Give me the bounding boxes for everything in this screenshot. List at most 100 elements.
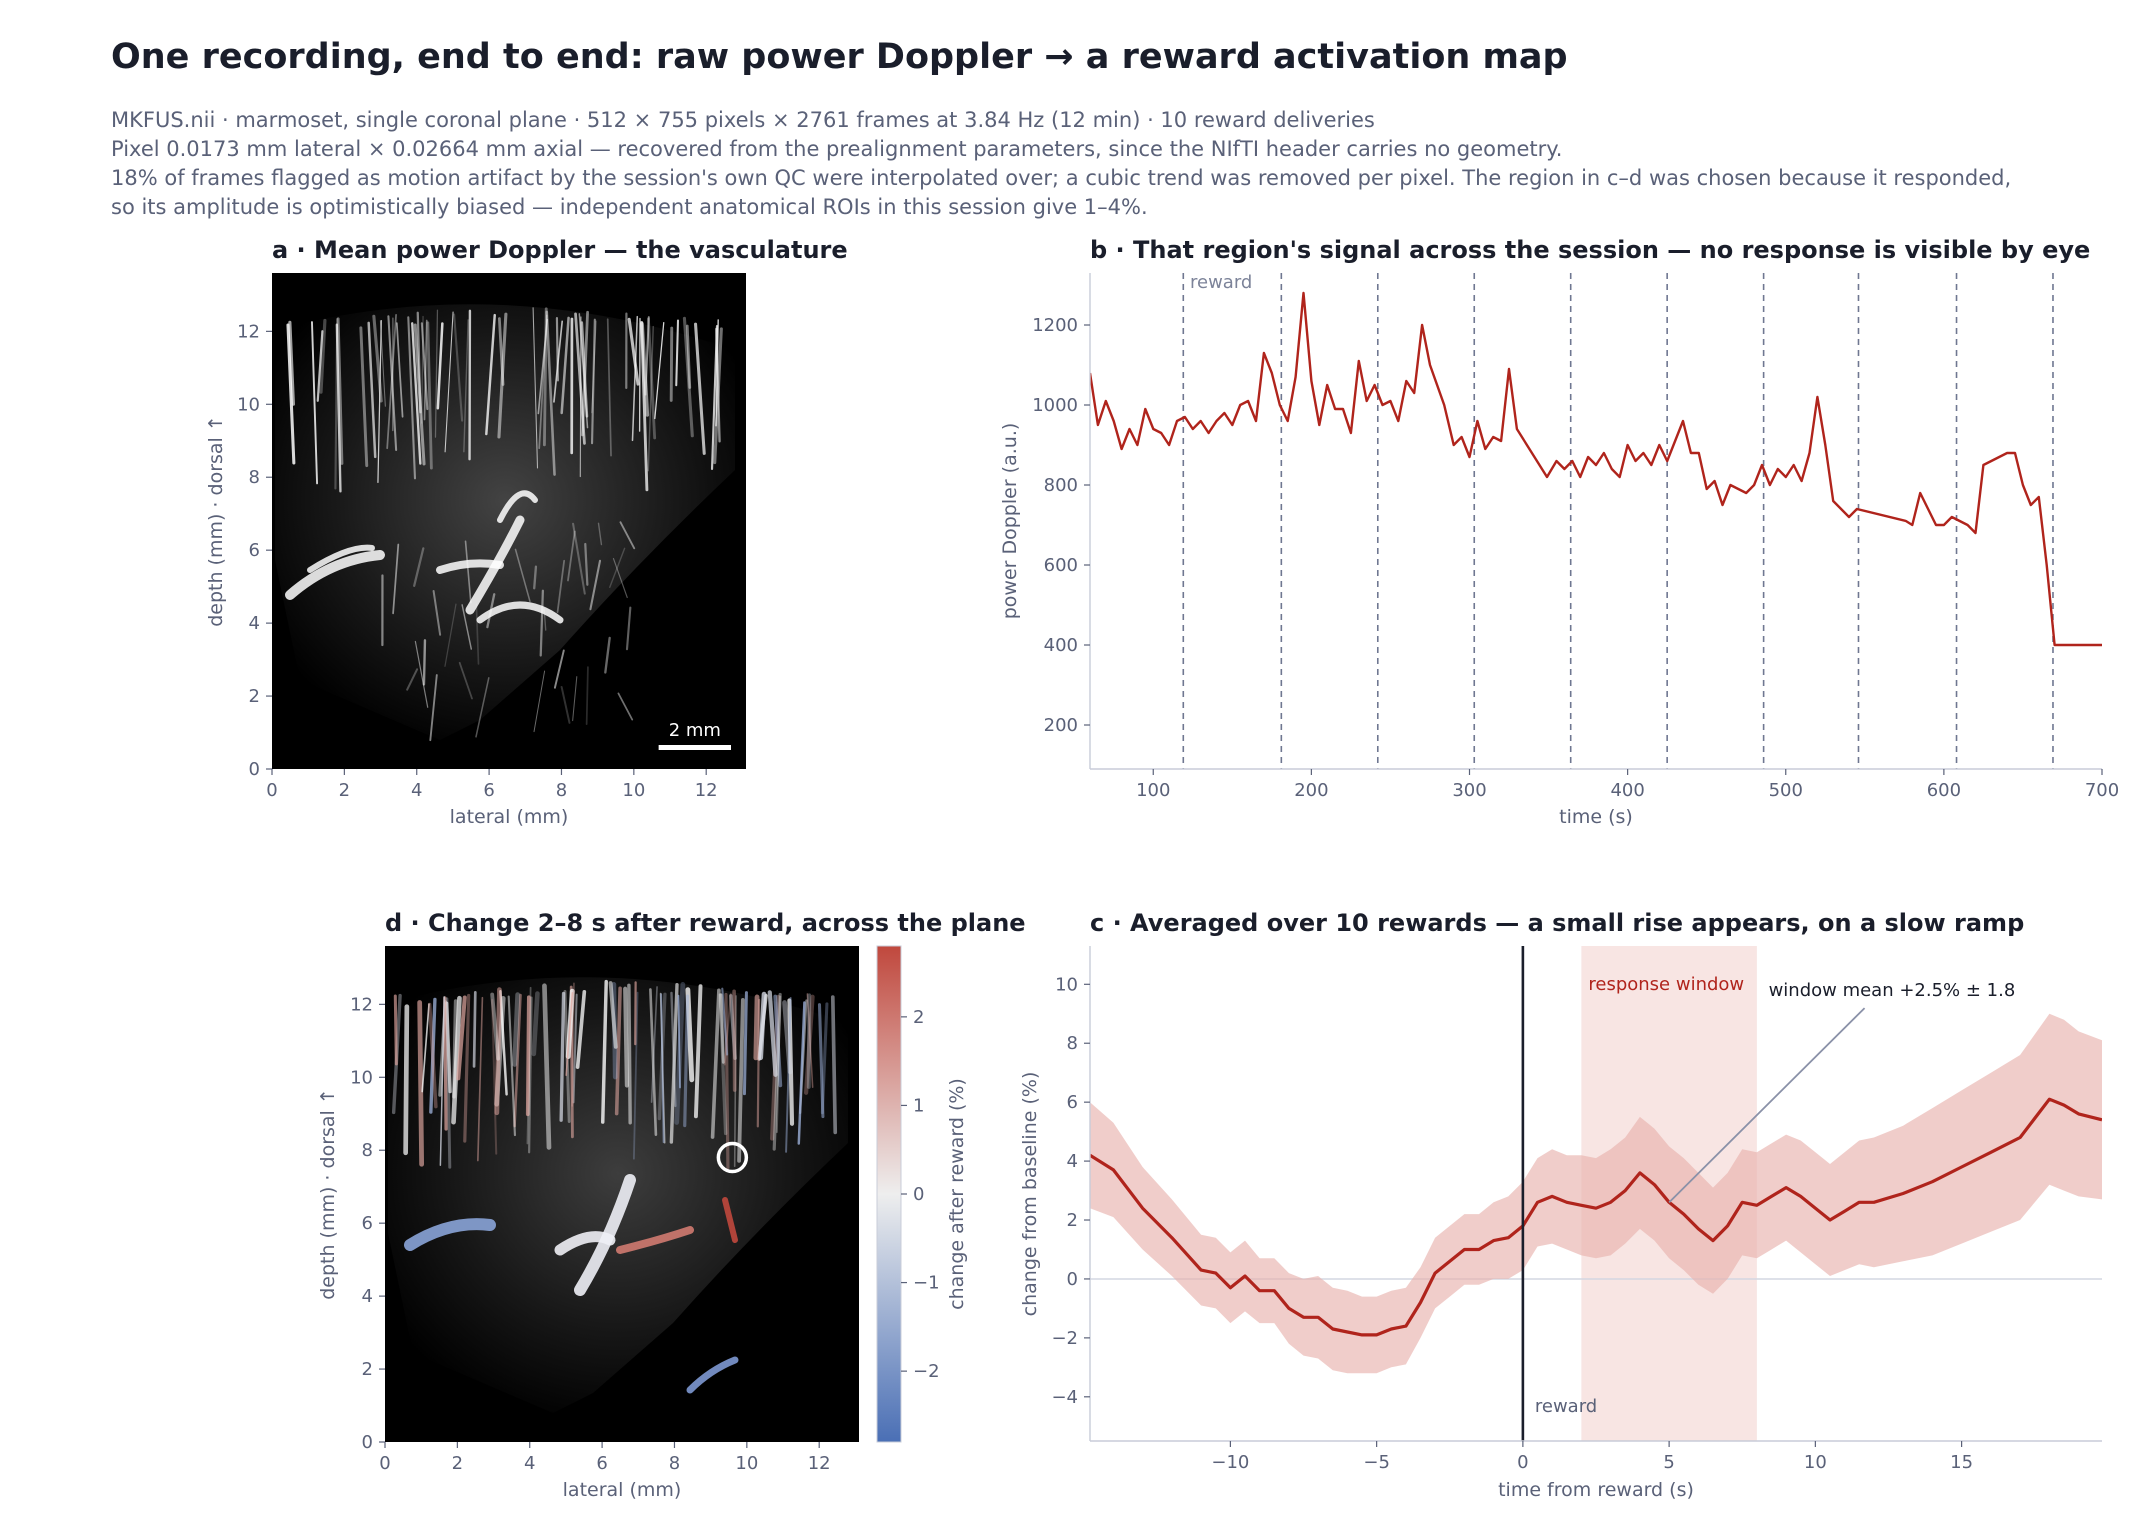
- cortical-vessel: [372, 314, 383, 403]
- panel-a-scalebar: 2 mm: [658, 720, 731, 750]
- activation-streak: [773, 994, 783, 1088]
- cortical-vessel: [336, 317, 344, 465]
- activation-streak: [443, 996, 448, 1131]
- fine-vessel: [406, 668, 419, 691]
- cortical-vessel: [675, 319, 680, 387]
- cortical-vessel: [485, 313, 496, 436]
- y-tick-label: −2: [1051, 1328, 1078, 1349]
- fine-vessel: [413, 547, 425, 587]
- cortical-vessel: [606, 318, 612, 457]
- y-tick-label: 2: [362, 1359, 373, 1380]
- cortical-vessel: [413, 323, 426, 466]
- activation-streak: [685, 987, 695, 1083]
- activation-streak: [733, 995, 737, 1167]
- activation-streak: [525, 995, 531, 1117]
- cortical-vessel: [682, 316, 694, 438]
- cortical-vessel: [685, 324, 692, 389]
- y-tick-label: 0: [1067, 1269, 1078, 1290]
- panel-b-xlabel: time (s): [1559, 806, 1633, 828]
- deep-vessel-activation: [686, 1356, 739, 1394]
- y-tick-label: 2: [1067, 1210, 1078, 1231]
- fine-vessel: [612, 557, 628, 599]
- fine-vessel: [444, 603, 457, 667]
- activation-streak: [429, 997, 437, 1114]
- cortical-vessel: [627, 317, 640, 386]
- y-tick-label: 8: [1067, 1033, 1078, 1054]
- x-tick-label: 400: [1610, 780, 1644, 801]
- cortical-vessel: [497, 312, 508, 439]
- activation-streak: [782, 1000, 793, 1075]
- y-tick-label: 12: [350, 994, 373, 1015]
- fine-vessel: [543, 608, 547, 631]
- panel-c-error-band: [1090, 1013, 2102, 1374]
- panel-a-ylabel: depth (mm) · dorsal ↑: [205, 415, 227, 627]
- fine-vessel: [556, 559, 566, 614]
- cortical-vessel: [669, 326, 674, 402]
- activation-streak: [767, 990, 778, 1077]
- x-tick-label: −10: [1211, 1452, 1249, 1473]
- y-tick-label: 8: [249, 467, 260, 488]
- fine-vessel: [560, 685, 571, 724]
- activation-streak: [797, 1001, 806, 1145]
- activation-streak: [472, 991, 477, 1068]
- activation-streak: [787, 998, 795, 1126]
- activation-streak: [674, 982, 686, 1125]
- fine-vessel: [585, 666, 589, 726]
- cortical-vessel: [713, 327, 723, 465]
- activation-streak: [417, 1000, 425, 1167]
- cortical-vessel: [411, 322, 422, 465]
- activation-streak: [456, 995, 467, 1081]
- y-tick-label: 8: [362, 1140, 373, 1161]
- fine-vessel: [392, 543, 400, 615]
- deep-vessel: [285, 550, 385, 600]
- activation-streak: [710, 988, 721, 1139]
- panel-c-response-window-label: response window: [1588, 974, 1744, 995]
- activation-streak: [633, 991, 639, 1160]
- activation-streak: [444, 1001, 452, 1094]
- deep-vessel: [465, 515, 525, 615]
- activation-streak: [499, 989, 508, 1096]
- colorbar-tick-label: 2: [913, 1007, 924, 1028]
- panel-c-mean-line: [1090, 1097, 2102, 1337]
- x-tick-label: 200: [1294, 780, 1328, 801]
- activation-streak: [721, 987, 729, 1056]
- cortical-vessel: [497, 317, 505, 386]
- activation-streak: [513, 993, 522, 1128]
- cortical-vessel: [379, 320, 386, 407]
- activation-streak: [559, 991, 566, 1122]
- panel-d-ylabel: depth (mm) · dorsal ↑: [317, 1088, 339, 1300]
- fine-vessel: [617, 692, 634, 721]
- panel-a: a · Mean power Doppler — the vasculature…: [205, 236, 848, 828]
- fine-vessel: [609, 547, 626, 588]
- x-tick-label: 300: [1452, 780, 1486, 801]
- scalebar: [658, 745, 731, 750]
- fine-vessel: [625, 606, 632, 651]
- fine-vessel: [475, 603, 480, 665]
- activation-streak: [683, 994, 690, 1128]
- activation-streak: [820, 1002, 829, 1115]
- fine-vessel: [533, 670, 546, 733]
- activation-streak: [528, 996, 533, 1154]
- activation-streak: [742, 991, 748, 1096]
- cortical-vessel: [591, 320, 597, 414]
- y-tick-label: 6: [249, 540, 260, 561]
- panel-d-activation-image: [388, 977, 848, 1413]
- cortical-vessel: [420, 322, 429, 411]
- activation-streak: [758, 991, 767, 1061]
- cortical-vessel: [316, 330, 324, 402]
- y-tick-label: 4: [249, 613, 260, 634]
- panel-b-axes: 100 200 300 400 500 600 700 200 400 600 800 1000 120…: [1032, 273, 2119, 801]
- fine-vessel: [619, 521, 636, 550]
- fine-vessel: [475, 677, 490, 738]
- cortical-vessel: [387, 315, 398, 451]
- cortical-vessel: [335, 323, 342, 493]
- cortical-vessel: [453, 313, 464, 422]
- x-tick-label: 8: [669, 1453, 680, 1474]
- activation-streak: [490, 992, 500, 1061]
- x-tick-label: 2: [339, 780, 350, 801]
- panel-c-title: c · Averaged over 10 rewards — a small r…: [1090, 909, 2024, 937]
- panel-d-roi-circle: [716, 1141, 749, 1174]
- fine-vessel: [533, 565, 538, 590]
- cortical-vessel: [715, 327, 721, 443]
